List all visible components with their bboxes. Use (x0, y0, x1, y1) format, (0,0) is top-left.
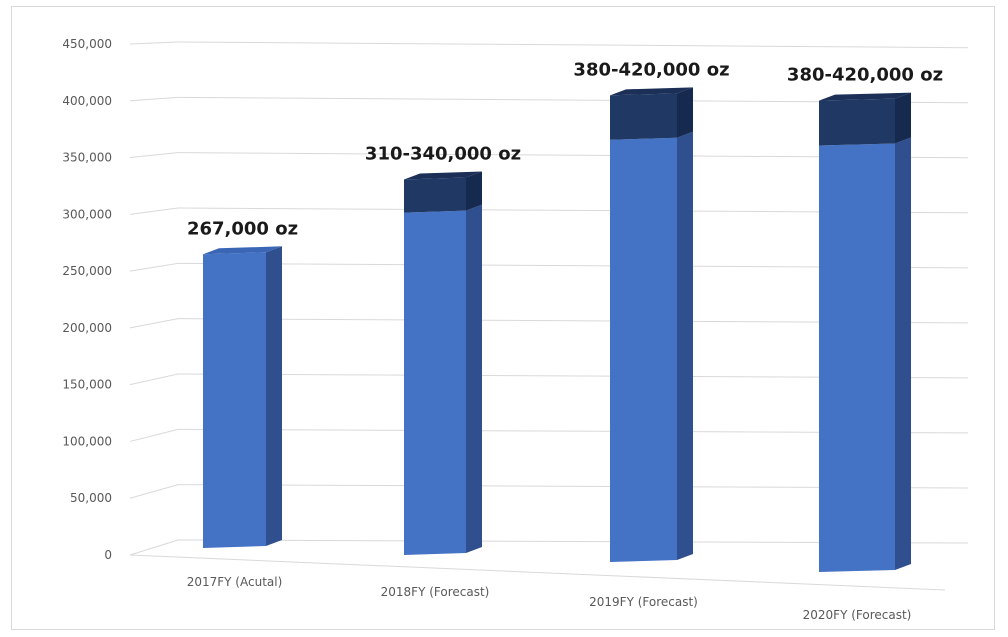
gridline-perspective (129, 41, 179, 45)
x-axis-labels: 2017FY (Acutal) 2018FY (Forecast) 2019FY (… (187, 575, 912, 622)
y-axis-tick-labels: 0 50,000 100,000 150,000 200,000 250,000 300,0… (62, 37, 112, 562)
y-tick-label: 400,000 (62, 94, 112, 108)
y-tick-label: 300,000 (62, 207, 112, 221)
gridline-perspective (129, 152, 179, 159)
bar-range-segment (819, 98, 895, 146)
bars (203, 87, 911, 573)
y-tick-label: 450,000 (62, 37, 112, 51)
bar-top-cap (404, 171, 482, 180)
bar-range-side (466, 171, 482, 211)
gridline-perspective (129, 539, 179, 556)
bar-top-cap (203, 246, 282, 255)
y-tick-label: 150,000 (62, 378, 112, 392)
x-category-label: 2017FY (Acutal) (187, 575, 283, 589)
bar-top-cap (610, 87, 693, 96)
y-tick-label: 0 (104, 548, 112, 562)
gridline-perspective (129, 484, 179, 499)
bar-range-side (677, 87, 693, 138)
y-tick-label: 200,000 (62, 321, 112, 335)
y-tick-label: 250,000 (62, 264, 112, 278)
bar-base-side (266, 246, 282, 547)
gridline-perspective (129, 373, 179, 386)
bar-base-segment (610, 137, 677, 562)
gridline-perspective (129, 96, 179, 102)
data-label: 267,000 oz (187, 218, 298, 239)
data-label: 380-420,000 oz (573, 59, 729, 80)
bar-base-segment (203, 252, 266, 549)
y-tick-label: 50,000 (70, 491, 112, 505)
bar-base-segment (819, 143, 895, 573)
bar-range-segment (610, 93, 677, 140)
y-tick-label: 350,000 (62, 151, 112, 165)
y-tick-label: 100,000 (62, 434, 112, 448)
bar-range-side (895, 92, 911, 144)
data-label: 310-340,000 oz (365, 143, 521, 164)
data-labels: 267,000 oz 310-340,000 oz 380-420,000 oz 38… (187, 59, 943, 239)
gridline (177, 41, 969, 49)
gridline-perspective (129, 207, 179, 215)
gridline-perspective (129, 428, 179, 442)
bar-range-segment (404, 177, 466, 213)
floor-front-edge (129, 554, 946, 591)
bar-top-cap (819, 92, 911, 101)
x-category-label: 2020FY (Forecast) (803, 608, 912, 622)
data-label: 380-420,000 oz (787, 65, 943, 86)
bar-base-side (895, 137, 911, 571)
gridline-perspective (129, 318, 179, 329)
gridline-perspective (129, 262, 179, 272)
x-category-label: 2019FY (Forecast) (589, 595, 698, 609)
x-category-label: 2018FY (Forecast) (381, 585, 490, 599)
bar-base-side (466, 204, 482, 553)
bar-base-segment (404, 210, 466, 555)
bar-base-side (677, 131, 693, 560)
